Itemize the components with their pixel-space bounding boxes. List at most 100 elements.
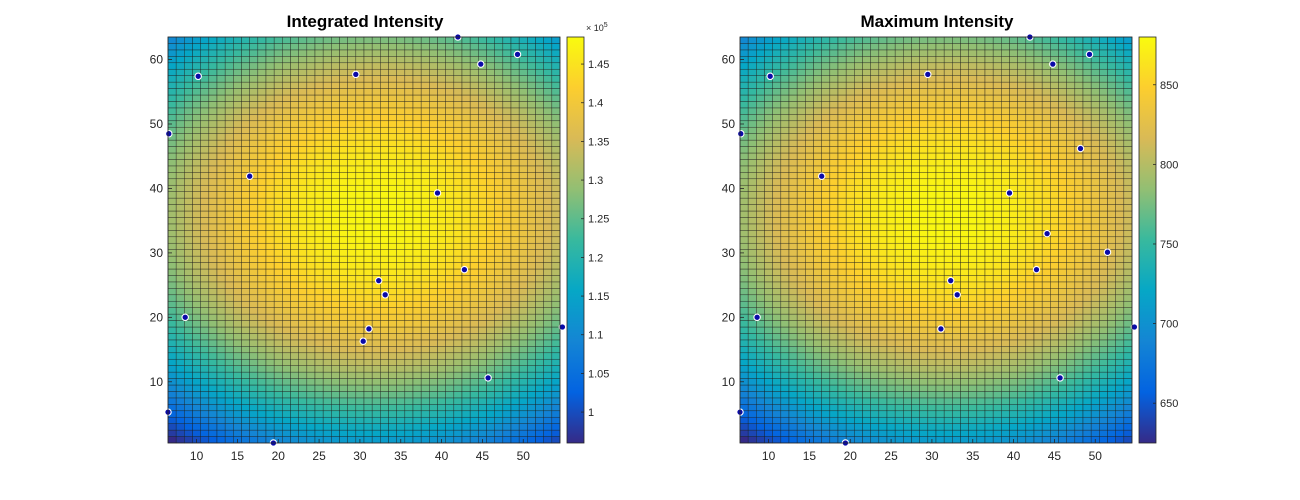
heatmap-cell [241, 152, 250, 160]
heatmap-cell [943, 191, 953, 199]
heatmap-cell [388, 81, 397, 89]
heatmap-cell [420, 416, 430, 424]
heatmap-cell [935, 397, 945, 405]
heatmap-cell [837, 94, 847, 102]
heatmap-cell [903, 416, 912, 424]
heatmap-cell [404, 139, 414, 147]
heatmap-cell [551, 139, 561, 147]
heatmap-cell [854, 391, 863, 399]
heatmap-cell [927, 133, 937, 141]
heatmap-cell [976, 255, 986, 263]
heatmap-cell [282, 326, 291, 334]
heatmap-cell [518, 410, 528, 418]
heatmap-cell [952, 172, 961, 180]
heatmap-cell [813, 191, 822, 199]
heatmap-cell [845, 172, 855, 180]
heatmap-cell [371, 81, 381, 89]
heatmap-cell [200, 275, 210, 283]
heatmap-cell [968, 281, 978, 289]
heatmap-cell [886, 217, 896, 225]
heatmap-cell [894, 94, 904, 102]
heatmap-cell [518, 275, 528, 283]
heatmap-cell [927, 242, 937, 250]
heatmap-cell [518, 346, 528, 354]
heatmap-cell [837, 217, 847, 225]
heatmap-cell [821, 68, 831, 76]
heatmap-cell [241, 255, 250, 263]
heatmap-cell [290, 326, 299, 334]
heatmap-cell [764, 62, 773, 70]
heatmap-cell [878, 326, 888, 334]
heatmap-cell [241, 423, 250, 431]
heatmap-cell [273, 281, 283, 289]
heatmap-cell [314, 358, 324, 366]
heatmap-cell [437, 197, 446, 205]
heatmap-cell [306, 139, 316, 147]
heatmap-cell [756, 165, 765, 173]
heatmap-cell [764, 320, 773, 328]
heatmap-cell [388, 62, 397, 70]
heatmap-cell [339, 333, 348, 341]
heatmap-cell [184, 326, 193, 334]
heatmap-cell [355, 249, 365, 257]
heatmap-cell [772, 320, 782, 328]
heatmap-cell [380, 300, 389, 308]
heatmap-cell [445, 75, 455, 83]
heatmap-cell [927, 333, 937, 341]
heatmap-cell [200, 217, 210, 225]
heatmap-cell [412, 146, 422, 154]
heatmap-cell [870, 275, 880, 283]
heatmap-cell [535, 94, 544, 102]
heatmap-cell [919, 210, 929, 218]
heatmap-cell [919, 197, 929, 205]
heatmap-cell [388, 120, 397, 128]
heatmap-cell [788, 307, 798, 315]
heatmap-cell [943, 88, 953, 96]
heatmap-cell [437, 36, 446, 44]
heatmap-cell [862, 294, 871, 302]
heatmap-cell [764, 204, 773, 212]
heatmap-cell [363, 126, 373, 134]
heatmap-cell [478, 217, 487, 225]
heatmap-cell [543, 101, 553, 109]
heatmap-cell [894, 165, 904, 173]
heatmap-cell [829, 404, 839, 412]
heatmap-cell [347, 184, 357, 192]
heatmap-cell [314, 184, 324, 192]
heatmap-cell [249, 75, 259, 83]
heatmap-cell [747, 152, 757, 160]
heatmap-cell [200, 81, 210, 89]
heatmap-cell [429, 346, 438, 354]
heatmap-cell [919, 275, 929, 283]
heatmap-cell [764, 159, 773, 167]
heatmap-cell [453, 326, 463, 334]
heatmap-cell [747, 88, 757, 96]
heatmap-cell [854, 165, 863, 173]
heatmap-cell [780, 391, 790, 399]
heatmap-cell [298, 191, 308, 199]
heatmap-cell [919, 423, 929, 431]
heatmap-cell [813, 120, 822, 128]
heatmap-cell [200, 184, 210, 192]
heatmap-cell [854, 358, 863, 366]
heatmap-cell [265, 365, 275, 373]
heatmap-cell [429, 307, 438, 315]
heatmap-cell [968, 404, 978, 412]
heatmap-cell [527, 49, 536, 57]
heatmap-cell [976, 346, 986, 354]
heatmap-cell [772, 275, 782, 283]
data-point [359, 337, 367, 345]
heatmap-cell [461, 391, 471, 399]
heatmap-cell [943, 62, 953, 70]
heatmap-cell [461, 300, 471, 308]
heatmap-cell [527, 300, 536, 308]
heatmap-cell [453, 184, 463, 192]
heatmap-cell [518, 294, 528, 302]
heatmap-cell [445, 210, 455, 218]
heatmap-cell [976, 436, 986, 444]
heatmap-cell [339, 210, 348, 218]
heatmap-cell [404, 326, 414, 334]
heatmap-cell [249, 68, 259, 76]
heatmap-cell [371, 191, 381, 199]
heatmap-cell [314, 197, 324, 205]
